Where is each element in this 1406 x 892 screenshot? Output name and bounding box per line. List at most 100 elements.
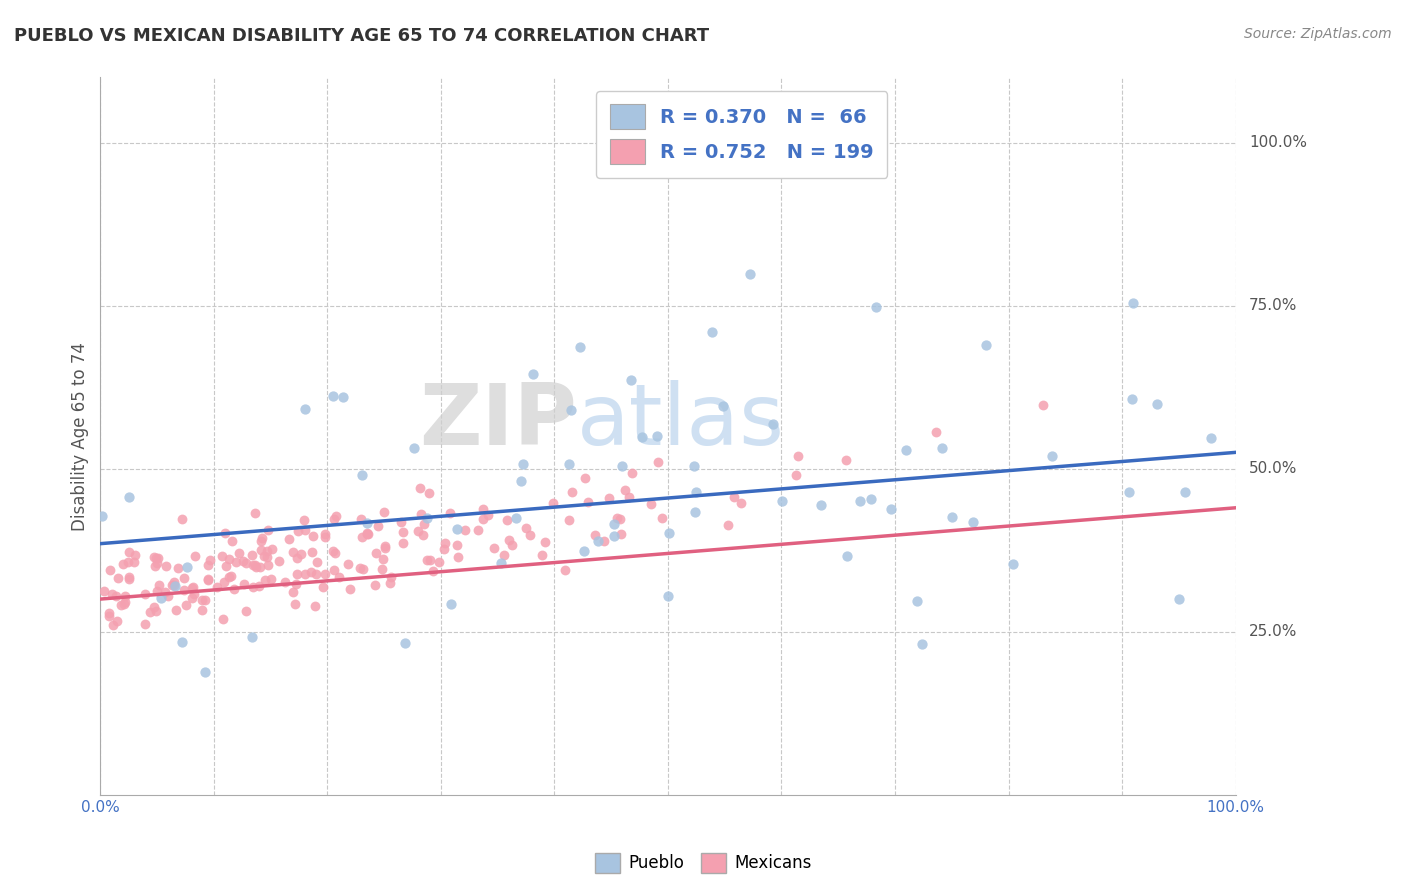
Point — [165, 579, 187, 593]
Point — [165, 603, 187, 617]
Point — [200, 553, 222, 567]
Point — [139, 606, 162, 620]
Point — [1199, 431, 1222, 445]
Point — [299, 565, 322, 579]
Point — [717, 518, 740, 533]
Point — [221, 533, 243, 548]
Point — [367, 519, 389, 533]
Point — [163, 578, 186, 592]
Point — [835, 549, 858, 563]
Point — [212, 612, 235, 626]
Point — [215, 559, 238, 574]
Point — [380, 570, 402, 584]
Point — [149, 591, 172, 606]
Point — [134, 587, 156, 601]
Point — [283, 545, 305, 559]
Point — [247, 579, 270, 593]
Point — [482, 541, 505, 556]
Point — [117, 545, 139, 559]
Point — [374, 541, 396, 555]
Text: Source: ZipAtlas.com: Source: ZipAtlas.com — [1244, 27, 1392, 41]
Point — [180, 581, 202, 595]
Point — [281, 585, 304, 599]
Point — [252, 531, 274, 545]
Point — [849, 494, 872, 508]
Point — [336, 557, 359, 571]
Point — [723, 490, 745, 504]
Point — [416, 552, 439, 566]
Point — [408, 481, 430, 495]
Point — [406, 524, 429, 538]
Point — [498, 533, 520, 548]
Point — [245, 559, 267, 574]
Point — [422, 564, 444, 578]
Point — [294, 566, 316, 581]
Point — [145, 551, 167, 566]
Point — [219, 569, 242, 583]
Point — [172, 635, 194, 649]
Point — [1121, 392, 1143, 406]
Point — [389, 516, 412, 530]
Point — [124, 549, 146, 563]
Point — [440, 597, 463, 611]
Point — [148, 578, 170, 592]
Point — [323, 563, 346, 577]
Point — [183, 586, 205, 600]
Point — [242, 580, 264, 594]
Point — [1122, 296, 1144, 310]
Point — [166, 561, 188, 575]
Point — [111, 557, 134, 571]
Point — [785, 468, 807, 483]
Point — [472, 512, 495, 526]
Point — [287, 524, 309, 539]
Point — [153, 585, 176, 599]
Point — [225, 555, 247, 569]
Point — [492, 548, 515, 562]
Point — [103, 617, 125, 632]
Point — [314, 566, 336, 581]
Point — [250, 534, 273, 549]
Point — [373, 505, 395, 519]
Point — [1040, 449, 1063, 463]
Point — [770, 493, 793, 508]
Point — [143, 550, 166, 565]
Point — [349, 561, 371, 575]
Point — [610, 527, 633, 541]
Point — [290, 547, 312, 561]
Point — [117, 555, 139, 569]
Point — [786, 449, 808, 463]
Point — [835, 452, 858, 467]
Point — [332, 390, 354, 404]
Point — [294, 402, 316, 417]
Point — [122, 555, 145, 569]
Point — [433, 541, 456, 556]
Point — [1118, 485, 1140, 500]
Point — [865, 300, 887, 314]
Point — [651, 510, 673, 524]
Point — [418, 485, 440, 500]
Point — [558, 457, 581, 471]
Point — [191, 593, 214, 607]
Point — [509, 474, 531, 488]
Point — [305, 567, 328, 582]
Point — [243, 558, 266, 572]
Point — [245, 506, 267, 520]
Point — [427, 555, 450, 569]
Point — [941, 509, 963, 524]
Point — [519, 527, 541, 541]
Point — [447, 549, 470, 564]
Point — [467, 523, 489, 537]
Point — [173, 571, 195, 585]
Point — [194, 665, 217, 679]
Point — [134, 616, 156, 631]
Point — [610, 459, 633, 474]
Point — [269, 553, 291, 567]
Point — [350, 467, 373, 482]
Point — [810, 498, 832, 512]
Point — [155, 559, 177, 574]
Point — [620, 467, 643, 481]
Point — [292, 513, 315, 527]
Point — [364, 546, 387, 560]
Point — [574, 471, 596, 485]
Text: ZIP: ZIP — [419, 380, 576, 463]
